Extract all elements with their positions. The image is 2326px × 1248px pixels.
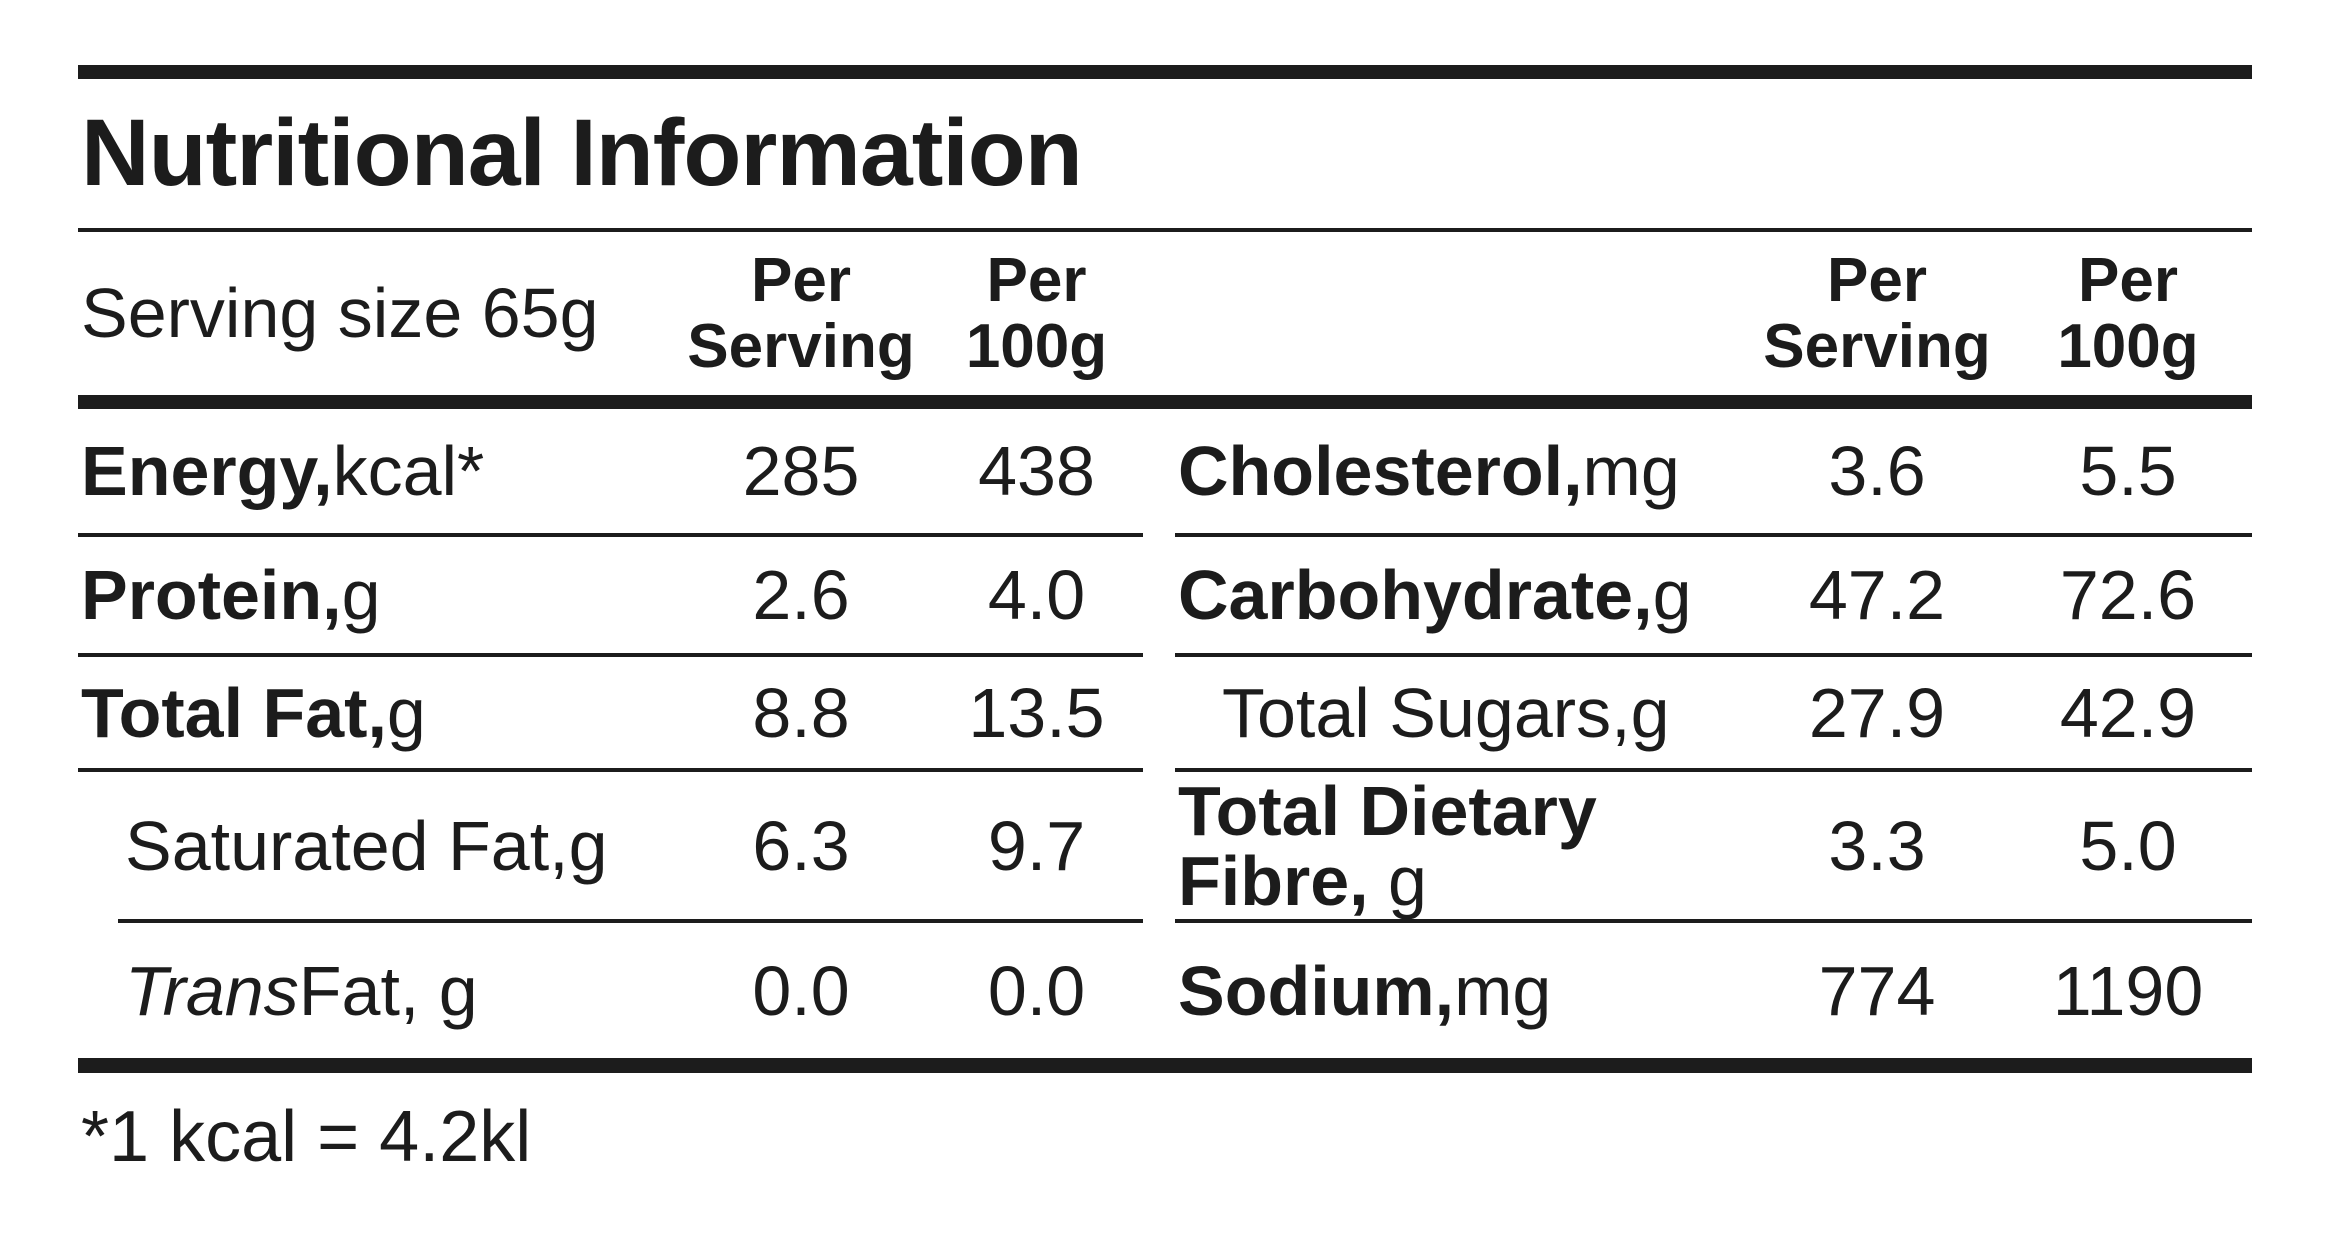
row-divider xyxy=(1175,919,2252,923)
per-serving-header-right: Per Serving xyxy=(1763,245,1991,381)
nutrient-label: Total Sugars, g xyxy=(1175,657,1750,768)
value-per-serving: 2.6 xyxy=(752,556,850,634)
table-row-sodium: Sodium, mg 774 1190 xyxy=(1175,923,2252,1058)
value-per-100g: 5.5 xyxy=(2079,432,2177,510)
title-divider xyxy=(78,228,2252,232)
value-per-100g: 438 xyxy=(978,432,1095,510)
value-per-serving: 3.3 xyxy=(1828,806,1926,885)
table-left-half: Energy, kcal* 285 438 Protein, g 2.6 4.0… xyxy=(78,409,1143,1058)
footnote: *1 kcal = 4.2kl xyxy=(81,1097,532,1177)
page-title: Nutritional Information xyxy=(81,100,1083,206)
table-row-saturated-fat: Saturated Fat, g 6.3 9.7 xyxy=(78,772,1143,919)
value-per-serving: 6.3 xyxy=(752,806,850,885)
nutrient-label: Protein, g xyxy=(78,537,672,653)
table-right-half: Cholesterol, mg 3.6 5.5 Carbohydrate, g … xyxy=(1175,409,2252,1058)
per-serving-header-left: Per Serving xyxy=(687,245,915,381)
nutrient-unit: g xyxy=(386,673,426,752)
nutrient-name: Trans xyxy=(125,951,299,1030)
column-gutter xyxy=(1143,232,1175,395)
row-divider xyxy=(78,653,1143,657)
value-per-serving: 3.6 xyxy=(1828,432,1926,510)
row-divider xyxy=(1175,653,2252,657)
value-per-100g: 5.0 xyxy=(2079,806,2177,885)
value-per-serving: 27.9 xyxy=(1808,673,1946,752)
serving-size-label: Serving size 65g xyxy=(81,274,599,353)
top-border xyxy=(78,65,2252,79)
header-right-half: Per Serving Per 100g xyxy=(1175,232,2252,395)
nutrient-name-and-unit: Total Dietary Fibre, g xyxy=(1178,776,1750,916)
value-per-100g: 9.7 xyxy=(987,806,1086,885)
nutrient-name: Total Dietary Fibre, xyxy=(1178,771,1597,920)
nutrient-unit: kcal* xyxy=(332,432,485,510)
value-per-100g: 4.0 xyxy=(987,556,1086,634)
value-per-serving: 0.0 xyxy=(752,951,850,1030)
table-header-row: Serving size 65g Per Serving Per 100g Pe… xyxy=(78,232,2252,395)
nutrient-label: Trans Fat, g xyxy=(78,923,672,1058)
value-per-100g: 72.6 xyxy=(2059,556,2197,634)
nutrient-unit: mg xyxy=(1454,951,1552,1030)
nutrient-unit: g xyxy=(1368,841,1427,920)
row-divider xyxy=(1175,533,2252,537)
nutrient-unit: Fat, g xyxy=(298,951,478,1030)
nutrient-name: Carbohydrate, xyxy=(1178,556,1653,634)
value-per-100g: 1190 xyxy=(2052,951,2204,1030)
value-per-serving: 285 xyxy=(742,432,860,510)
value-per-100g: 42.9 xyxy=(2059,673,2197,752)
table-body: Energy, kcal* 285 438 Protein, g 2.6 4.0… xyxy=(78,409,2252,1058)
header-divider xyxy=(78,395,2252,409)
table-row-dietary-fibre: Total Dietary Fibre, g 3.3 5.0 xyxy=(1175,772,2252,919)
table-row-total-sugars: Total Sugars, g 27.9 42.9 xyxy=(1175,657,2252,768)
bottom-border xyxy=(78,1058,2252,1073)
value-per-serving: 47.2 xyxy=(1808,556,1946,634)
per-100g-header-right: Per 100g xyxy=(2057,245,2199,381)
per-100g-header-left: Per 100g xyxy=(965,245,1108,381)
nutrient-name: Total Sugars, xyxy=(1222,673,1631,752)
nutrient-unit: g xyxy=(1630,673,1670,752)
row-divider-indented xyxy=(118,919,1143,923)
value-per-100g: 0.0 xyxy=(987,951,1086,1030)
header-left-half: Serving size 65g Per Serving Per 100g xyxy=(78,232,1143,395)
nutrient-unit: g xyxy=(568,806,608,885)
column-gutter xyxy=(1143,409,1175,1058)
nutrient-label: Cholesterol, mg xyxy=(1175,409,1750,533)
nutrient-label: Total Fat, g xyxy=(78,657,672,768)
nutrient-name: Energy, xyxy=(81,432,333,510)
nutrient-label: Energy, kcal* xyxy=(78,409,672,533)
nutrient-name: Protein, xyxy=(81,556,342,634)
nutrient-name: Sodium, xyxy=(1178,951,1455,1030)
header-spacer-cell xyxy=(1175,232,1750,395)
nutrient-unit: g xyxy=(1652,556,1692,634)
nutrient-unit: mg xyxy=(1582,432,1680,510)
nutrient-label: Carbohydrate, g xyxy=(1175,537,1750,653)
nutrient-label: Sodium, mg xyxy=(1175,923,1750,1058)
nutrient-label: Saturated Fat, g xyxy=(78,772,672,919)
table-row-protein: Protein, g 2.6 4.0 xyxy=(78,537,1143,653)
value-per-serving: 774 xyxy=(1818,951,1936,1030)
row-divider xyxy=(1175,768,2252,772)
nutrient-unit: g xyxy=(341,556,381,634)
table-row-cholesterol: Cholesterol, mg 3.6 5.5 xyxy=(1175,409,2252,533)
table-row-carbohydrate: Carbohydrate, g 47.2 72.6 xyxy=(1175,537,2252,653)
table-row-total-fat: Total Fat, g 8.8 13.5 xyxy=(78,657,1143,768)
table-row-energy: Energy, kcal* 285 438 xyxy=(78,409,1143,533)
value-per-100g: 13.5 xyxy=(968,673,1105,752)
row-divider xyxy=(78,533,1143,537)
nutrition-label: Nutritional Information Serving size 65g… xyxy=(78,65,2252,1073)
nutrient-label: Total Dietary Fibre, g xyxy=(1175,772,1750,919)
nutrient-name: Cholesterol, xyxy=(1178,432,1583,510)
value-per-serving: 8.8 xyxy=(752,673,850,752)
nutrient-name: Total Fat, xyxy=(81,673,387,752)
table-row-trans-fat: Trans Fat, g 0.0 0.0 xyxy=(78,923,1143,1058)
row-divider xyxy=(78,768,1143,772)
nutrient-name: Saturated Fat, xyxy=(125,806,569,885)
